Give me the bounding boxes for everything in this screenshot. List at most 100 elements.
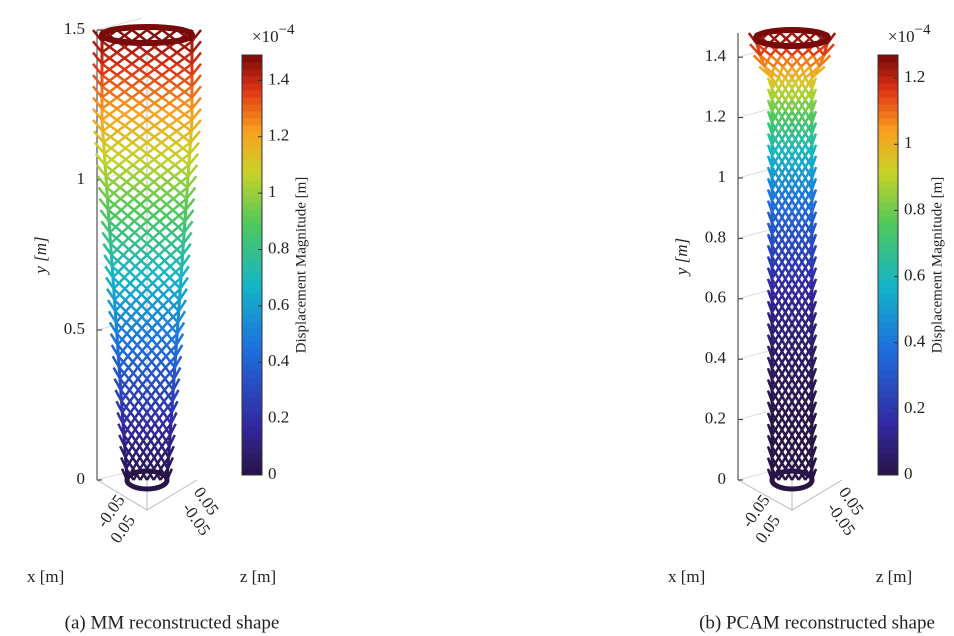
lattice-strut (176, 119, 192, 133)
lattice-edge (181, 243, 185, 256)
lattice-strut (105, 175, 121, 189)
lattice-strut (146, 130, 163, 144)
lattice-edge (177, 299, 181, 312)
lattice-strut (777, 121, 787, 135)
y-tick-label: 0.6 (705, 288, 726, 307)
lattice-strut (146, 152, 162, 166)
colorbar-cell (878, 272, 898, 280)
lattice-strut (790, 199, 800, 213)
lattice-strut (161, 85, 178, 99)
lattice-strut (772, 65, 787, 79)
colorbar-cell (242, 363, 262, 371)
colorbar-cell (242, 209, 262, 217)
colorbar-cell (878, 139, 898, 147)
lattice-strut (790, 155, 800, 168)
lattice-strut (101, 107, 118, 121)
colorbar-scale-exponent: −4 (915, 22, 931, 38)
lattice-strut (117, 152, 134, 166)
colorbar-cell (242, 160, 262, 168)
x-axis-label: x [m] (668, 567, 705, 586)
lattice-strut (146, 310, 159, 324)
lattice-strut (797, 144, 807, 157)
lattice-strut (145, 411, 156, 425)
lattice-strut (790, 434, 800, 448)
lattice-strut (777, 77, 787, 90)
lattice-edge (178, 288, 182, 301)
lattice-strut (138, 445, 149, 459)
lattice-strut (107, 209, 123, 223)
lattice-strut (797, 121, 807, 135)
lattice-strut (119, 197, 135, 211)
lattice-strut (175, 141, 191, 155)
lattice-strut (777, 322, 787, 336)
lattice-strut (797, 378, 807, 392)
lattice-strut (790, 445, 800, 459)
colorbar-cell (242, 55, 262, 63)
lattice-edge (185, 187, 189, 199)
lattice-strut (790, 412, 800, 425)
lattice-edge (755, 43, 762, 56)
colorbar-tick-label: 1.2 (904, 67, 925, 86)
lattice-strut (790, 378, 800, 392)
lattice-strut (797, 401, 807, 414)
lattice-strut (777, 445, 787, 459)
lattice-strut (106, 197, 122, 211)
lattice-strut (113, 299, 127, 313)
lattice-strut (777, 99, 787, 112)
lattice-strut (797, 199, 807, 213)
lattice-strut (784, 110, 794, 124)
grid-line (737, 286, 784, 300)
colorbar-tick-label: 0.4 (904, 332, 926, 351)
lattice-edge (105, 198, 110, 211)
lattice-strut (124, 299, 138, 313)
lattice-strut (784, 434, 794, 448)
lattice-strut (165, 344, 177, 358)
lattice-strut (112, 287, 127, 301)
y-tick-label: 1.2 (705, 106, 726, 125)
lattice-strut (146, 119, 163, 133)
lattice-strut (116, 118, 134, 133)
lattice-edge (116, 356, 121, 368)
lattice-strut (104, 164, 121, 178)
lattice-strut (145, 445, 156, 459)
colorbar-cell (242, 195, 262, 203)
lattice-strut (797, 255, 807, 269)
colorbar-cell (242, 118, 262, 126)
lattice-edge (189, 119, 194, 132)
lattice-strut (146, 254, 160, 268)
colorbar-cell (878, 440, 898, 448)
lattice-strut (784, 311, 794, 325)
lattice-edge (107, 221, 112, 233)
lattice-strut (791, 54, 803, 68)
lattice-strut (157, 254, 172, 268)
lattice (92, 29, 202, 481)
y-tick-label: 1.4 (705, 46, 727, 65)
lattice-strut (797, 345, 807, 358)
lattice-strut (132, 186, 148, 200)
lattice-edge (174, 344, 178, 357)
lattice-strut (777, 423, 787, 436)
lattice-strut (790, 345, 800, 358)
colorbar-cell (242, 328, 262, 336)
lattice-strut (153, 456, 162, 470)
colorbar-cell (242, 251, 262, 259)
lattice-strut (777, 211, 787, 224)
lattice-strut (116, 51, 133, 65)
lattice-edge (172, 367, 177, 379)
lattice-strut (790, 166, 800, 179)
lattice-strut (790, 311, 800, 325)
lattice-strut (157, 287, 170, 301)
colorbar-frame (241, 54, 263, 476)
lattice-strut (784, 132, 794, 146)
lattice-strut (790, 88, 800, 101)
colorbar-cell (242, 272, 262, 280)
colorbar-cell (878, 97, 898, 105)
lattice-strut (777, 434, 787, 448)
lattice-strut (784, 445, 794, 459)
lattice-strut (797, 334, 807, 347)
lattice-strut (797, 99, 807, 112)
colorbar-cell (242, 223, 262, 231)
colorbar-cell (878, 237, 898, 245)
caption: (b) PCAM reconstructed shape (699, 612, 935, 633)
colorbar-cell (242, 139, 262, 147)
